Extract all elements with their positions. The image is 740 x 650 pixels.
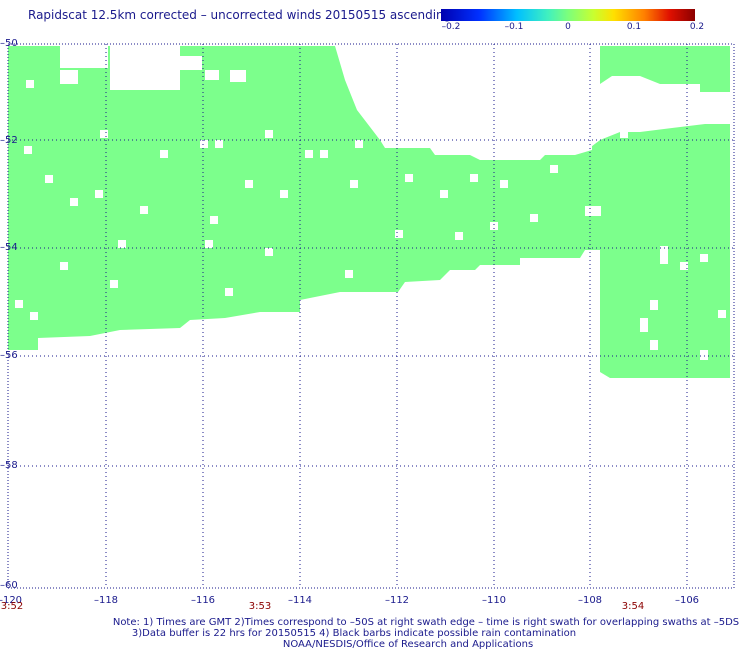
- lon-tick-label: –106: [674, 595, 700, 606]
- color-scale-label: 0.2: [689, 22, 705, 32]
- map-title: Rapidscat 12.5km corrected – uncorrected…: [28, 8, 452, 22]
- color-scale-label: 0.1: [626, 22, 642, 32]
- footnote-line: 3)Data buffer is 22 hrs for 20150515 4) …: [131, 628, 577, 639]
- grid-lines: [8, 44, 734, 588]
- lon-tick-label: –118: [93, 595, 119, 606]
- lat-tick-label: –50: [0, 38, 18, 49]
- missing-data-cells: [15, 46, 726, 360]
- time-label: 3:53: [248, 601, 272, 612]
- lat-tick-label: –58: [0, 460, 18, 471]
- lon-tick-label: –112: [384, 595, 410, 606]
- footnote-line: Note: 1) Times are GMT 2)Times correspon…: [112, 617, 740, 628]
- plot-frame: [7, 43, 735, 589]
- swath-data-region: [8, 46, 730, 378]
- time-label: 3:54: [621, 601, 645, 612]
- color-scale-label: –0.1: [504, 22, 524, 32]
- no-coverage-strip: [730, 40, 740, 590]
- lat-tick-label: –56: [0, 350, 18, 361]
- color-scale-label: –0.2: [441, 22, 461, 32]
- time-label: 3:52: [0, 601, 24, 612]
- lat-tick-label: –60: [0, 580, 18, 591]
- lon-tick-label: –120: [0, 595, 23, 606]
- color-scale-label: 0: [565, 22, 571, 32]
- swath-data-region: [600, 46, 730, 92]
- lon-tick-label: –114: [287, 595, 313, 606]
- color-scale-bar: [441, 9, 695, 21]
- footnote-line: NOAA/NESDIS/Office of Research and Appli…: [282, 639, 534, 650]
- lat-tick-label: –54: [0, 242, 18, 253]
- lat-tick-label: –52: [0, 135, 18, 146]
- lon-tick-label: –110: [481, 595, 507, 606]
- lon-tick-label: –116: [190, 595, 216, 606]
- swath-gap: [592, 84, 600, 146]
- lon-tick-label: –108: [577, 595, 603, 606]
